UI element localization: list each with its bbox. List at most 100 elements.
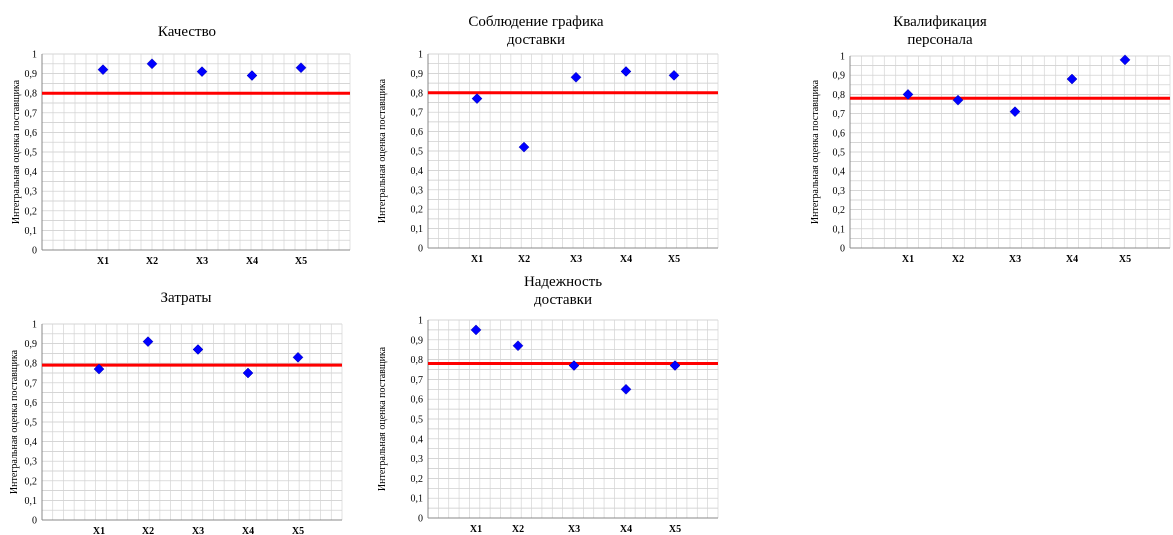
grid <box>427 319 719 519</box>
data-point <box>668 69 680 81</box>
chart-title: Квалификация персонала <box>893 14 987 48</box>
y-tick-label: 0,9 <box>25 339 38 350</box>
y-axis-label: Интегральная оценка поставщика <box>810 79 821 224</box>
chart-title-line: Затраты <box>161 290 212 306</box>
x-tick-label: X2 <box>512 524 524 535</box>
data-point <box>97 64 109 76</box>
x-tick-label: X1 <box>97 256 109 267</box>
y-tick-label: 0,3 <box>411 454 424 465</box>
x-tick-label: X4 <box>620 254 632 265</box>
y-tick-label: 0,7 <box>25 378 38 389</box>
y-tick-label: 0,7 <box>25 108 38 119</box>
data-point <box>512 340 524 352</box>
y-tick-label: 0,7 <box>411 108 424 119</box>
y-tick-label: 0,3 <box>833 186 846 197</box>
chart-quality: Качество 0 0,1 0,2 0,3 0,4 0,5 0,6 0,7 0,8 0,9 1 Инт… <box>0 0 360 270</box>
x-tick-label: X5 <box>668 254 680 265</box>
chart-title-line: Соблюдение графика <box>468 14 604 30</box>
chart-delivery-reliability-svg: Надежность доставки 0 0,1 0,2 0,3 0,4 0,5 0,6 0,7… <box>377 274 719 535</box>
y-tick-label: 0,7 <box>833 109 846 120</box>
grid <box>427 53 719 249</box>
data-point <box>952 94 964 106</box>
chart-title: Надежность доставки <box>524 274 602 308</box>
x-tick-label: X3 <box>568 524 580 535</box>
chart-title-line: персонала <box>907 32 973 48</box>
chart-delivery-reliability: Надежность доставки 0 0,1 0,2 0,3 0,4 0,5 0,6 0,7… <box>370 268 730 535</box>
data-point <box>295 62 307 74</box>
chart-costs: Затраты 0 0,1 0,2 0,3 0,4 0,5 0,6 0,7 0,8 0,9 1 Инте… <box>0 268 360 535</box>
x-tick-label: X5 <box>295 256 307 267</box>
chart-title: Качество <box>158 24 216 40</box>
y-tick-label: 0,1 <box>411 224 424 235</box>
chart-title-line: доставки <box>507 32 565 48</box>
data-point <box>470 324 482 336</box>
x-tick-label: X2 <box>142 526 154 535</box>
chart-title-line: Квалификация <box>893 14 987 30</box>
y-tick-label: 0 <box>840 244 845 255</box>
data-point <box>93 363 105 375</box>
y-tick-label: 0,6 <box>25 128 38 139</box>
chart-title-line: доставки <box>534 292 592 308</box>
y-tick-label: 0,9 <box>25 69 38 80</box>
chart-delivery-schedule: Соблюдение графика доставки 0 0,1 0,2 0,3 0,4 0… <box>370 0 730 270</box>
data-point <box>196 66 208 77</box>
x-tick-label: X3 <box>1009 254 1021 265</box>
chart-quality-svg: Качество 0 0,1 0,2 0,3 0,4 0,5 0,6 0,7 0,8 0,9 1 Инт… <box>11 24 351 267</box>
x-tick-label: X3 <box>196 256 208 267</box>
y-tick-label: 0,4 <box>833 167 846 178</box>
y-tick-label: 0,6 <box>411 127 424 138</box>
y-tick-label: 0 <box>32 246 37 257</box>
data-point <box>1009 106 1021 118</box>
x-tick-label: X5 <box>292 526 304 535</box>
data-point <box>518 141 530 153</box>
y-tick-label: 0,3 <box>411 185 424 196</box>
y-tick-label: 0,5 <box>833 148 846 159</box>
y-tick-label: 0,5 <box>411 415 424 426</box>
grid <box>849 55 1171 249</box>
y-tick-label: 0,6 <box>833 128 846 139</box>
y-tick-label: 0,4 <box>25 437 38 448</box>
y-axis-label: Интегральная оценка поставщика <box>9 349 20 494</box>
y-tick-label: 0,2 <box>25 476 38 487</box>
y-tick-label: 0,6 <box>411 395 424 406</box>
y-tick-label: 0 <box>32 516 37 527</box>
data-point <box>142 336 154 347</box>
x-tick-label: X3 <box>570 254 582 265</box>
x-tick-label: X2 <box>952 254 964 265</box>
y-axis-label: Интегральная оценка поставщика <box>377 78 388 223</box>
y-tick-label: 0,2 <box>411 474 424 485</box>
y-axis-label: Интегральная оценка поставщика <box>377 346 388 491</box>
y-tick-label: 0,5 <box>411 147 424 158</box>
y-tick-label: 0,4 <box>411 166 424 177</box>
y-tick-label: 1 <box>418 316 423 327</box>
x-tick-label: X5 <box>669 524 681 535</box>
x-tick-label: X4 <box>620 524 632 535</box>
y-tick-label: 1 <box>418 50 423 61</box>
y-tick-label: 0,6 <box>25 398 38 409</box>
y-tick-label: 0,2 <box>411 205 424 216</box>
data-point <box>292 351 304 363</box>
data-point <box>570 71 582 83</box>
chart-title-line: Надежность <box>524 274 602 290</box>
y-tick-label: 1 <box>32 50 37 61</box>
y-tick-label: 1 <box>32 320 37 331</box>
y-tick-label: 0,5 <box>25 148 38 159</box>
data-point <box>242 367 254 379</box>
chart-title: Соблюдение графика доставки <box>468 14 604 48</box>
data-point <box>192 344 204 355</box>
data-point <box>246 70 258 81</box>
y-axis-label: Интегральная оценка поставщика <box>11 79 22 224</box>
data-point <box>669 360 681 371</box>
data-point <box>902 89 914 100</box>
data-point <box>146 58 158 70</box>
y-tick-label: 0,4 <box>411 434 424 445</box>
chart-costs-svg: Затраты 0 0,1 0,2 0,3 0,4 0,5 0,6 0,7 0,8 0,9 1 Инте… <box>9 290 343 535</box>
chart-delivery-schedule-svg: Соблюдение графика доставки 0 0,1 0,2 0,3 0,4 0… <box>377 14 719 265</box>
y-tick-label: 0,2 <box>833 205 846 216</box>
y-tick-label: 0 <box>418 244 423 255</box>
data-point <box>568 360 580 371</box>
y-tick-label: 0,1 <box>25 226 38 237</box>
y-tick-label: 0,9 <box>411 335 424 346</box>
grid <box>41 53 351 251</box>
data-point <box>620 66 632 77</box>
